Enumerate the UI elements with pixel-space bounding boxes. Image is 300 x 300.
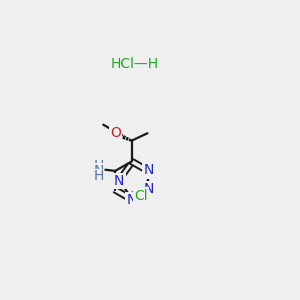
Text: N: N xyxy=(127,193,137,207)
Text: H: H xyxy=(93,159,103,172)
Text: N: N xyxy=(143,182,154,197)
Text: O: O xyxy=(110,126,121,140)
Text: H: H xyxy=(93,169,103,183)
Text: N: N xyxy=(93,164,103,178)
Text: N: N xyxy=(143,163,154,177)
Text: Cl: Cl xyxy=(134,189,148,203)
Text: N: N xyxy=(114,174,124,188)
Text: HCl—H: HCl—H xyxy=(111,57,159,71)
